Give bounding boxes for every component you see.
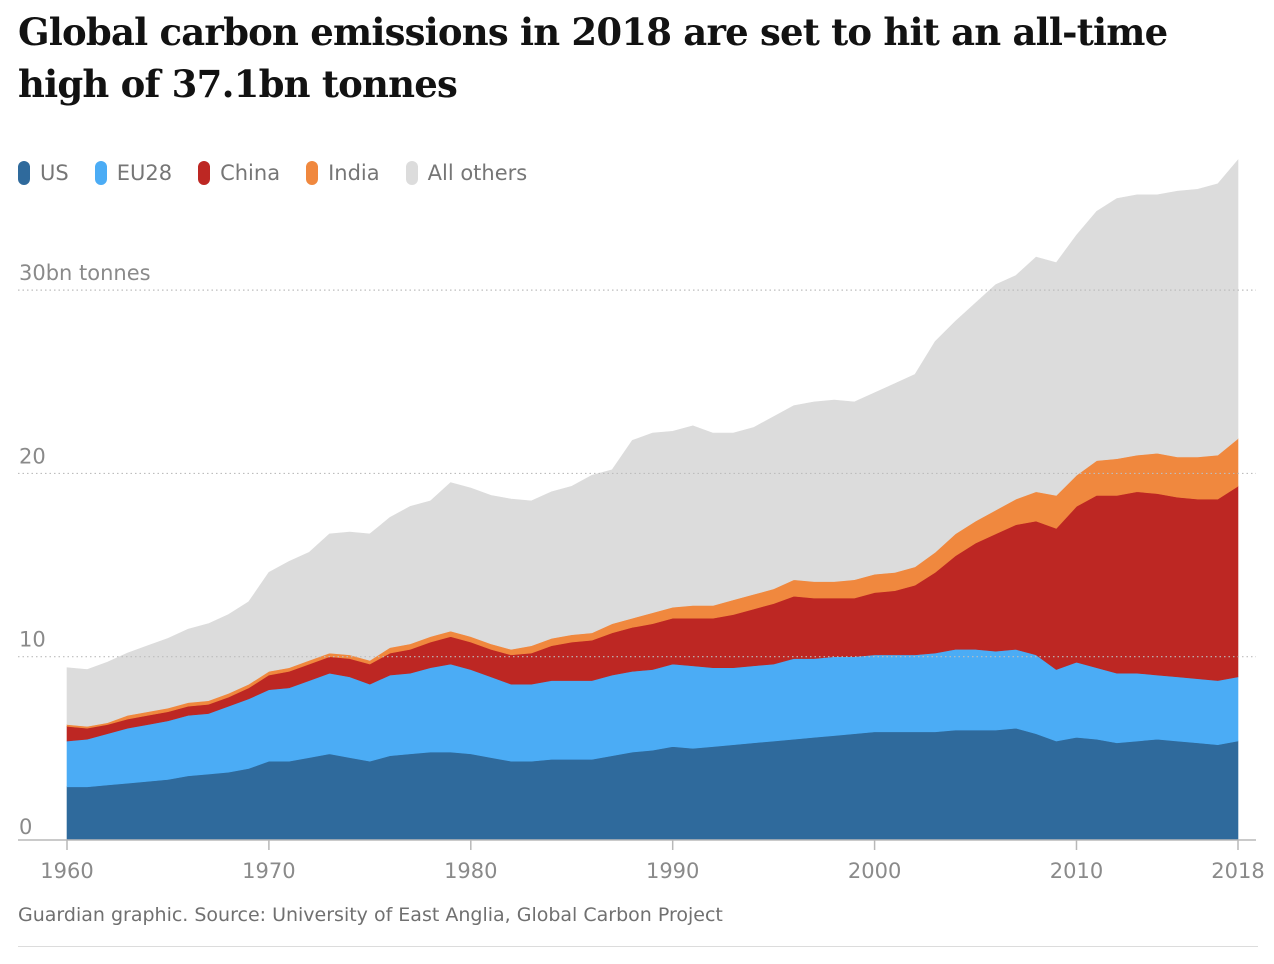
legend-swatch-china <box>198 161 211 185</box>
legend-item-india: India <box>306 161 380 185</box>
y-tick-label-20: 20 <box>19 444 46 468</box>
y-tick-label-30: 30bn tonnes <box>19 261 151 285</box>
legend-label-us: US <box>40 161 69 185</box>
x-tick-label-1970: 1970 <box>242 859 295 883</box>
x-tick-label-1990: 1990 <box>646 859 699 883</box>
y-tick-label-0: 0 <box>19 815 32 839</box>
legend-item-eu28: EU28 <box>94 161 173 185</box>
bottom-divider <box>18 946 1258 947</box>
legend-label-india: India <box>328 161 380 185</box>
legend-label-china: China <box>220 161 281 185</box>
x-tick-label-1960: 1960 <box>40 859 93 883</box>
legend-label-eu28: EU28 <box>116 161 173 185</box>
legend-swatch-all-others <box>405 161 418 185</box>
source-note: Guardian graphic. Source: University of … <box>18 904 723 926</box>
axes-group: 1960 1970 1980 1990 2000 2010 2018 <box>18 839 1265 883</box>
chart-legend: US EU28 China India All others <box>18 158 553 188</box>
area-all-others <box>66 159 1239 727</box>
legend-item-china: China <box>198 161 280 185</box>
legend-swatch-eu28 <box>94 161 107 185</box>
x-tick-label-2018: 2018 <box>1211 859 1264 883</box>
area-series-group <box>66 159 1239 841</box>
x-tick-label-1980: 1980 <box>444 859 497 883</box>
gridlines-group: 0 10 20 30bn tonnes <box>18 261 1256 839</box>
chart-title: Global carbon emissions in 2018 are set … <box>18 10 1168 106</box>
x-tick-label-2000: 2000 <box>848 859 901 883</box>
x-tick-label-2010: 2010 <box>1050 859 1103 883</box>
legend-label-all-others: All others <box>427 161 528 185</box>
legend-swatch-india <box>306 161 319 185</box>
legend-swatch-us <box>18 161 30 185</box>
legend-item-us: US <box>18 161 69 185</box>
legend-item-all-others: All others <box>405 161 528 185</box>
y-tick-label-10: 10 <box>19 628 46 652</box>
